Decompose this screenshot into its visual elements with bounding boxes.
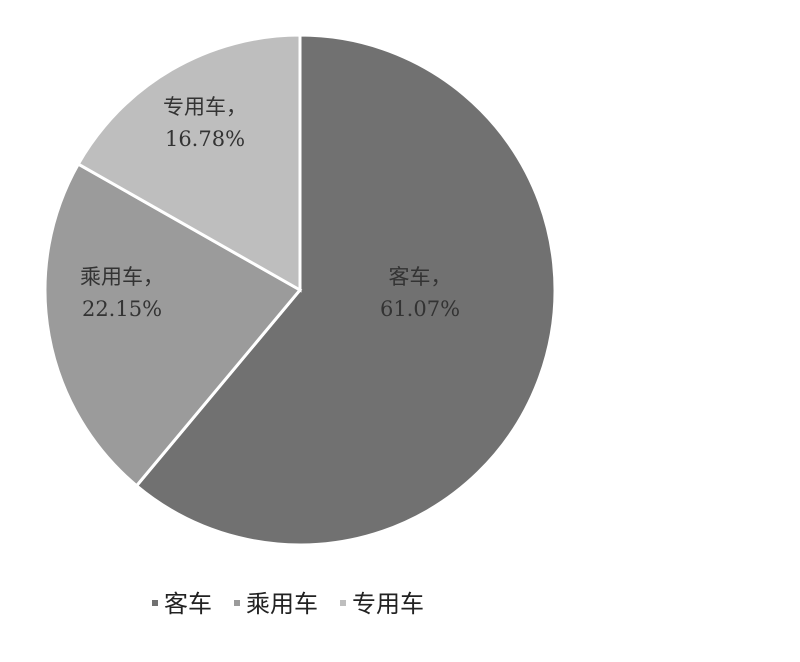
- slice-label-1: 乘用车，: [80, 265, 164, 289]
- pie-slice-1: [43, 162, 303, 488]
- legend-label-2: 专用车: [352, 590, 424, 618]
- pie-slice-2: [76, 33, 302, 293]
- legend-marker-0: [152, 600, 158, 606]
- legend-marker-1: [234, 600, 240, 606]
- legend-marker-2: [340, 600, 346, 606]
- legend-label-1: 乘用车: [246, 590, 318, 618]
- legend-label-0: 客车: [164, 590, 212, 618]
- slice-value-2: 16.78%: [165, 127, 245, 151]
- slice-value-1: 22.15%: [82, 297, 162, 321]
- pie-slice-0: [134, 33, 557, 547]
- slice-label-2: 专用车，: [163, 95, 247, 119]
- slice-value-0: 61.07%: [380, 297, 460, 321]
- slice-label-0: 客车，: [389, 265, 452, 289]
